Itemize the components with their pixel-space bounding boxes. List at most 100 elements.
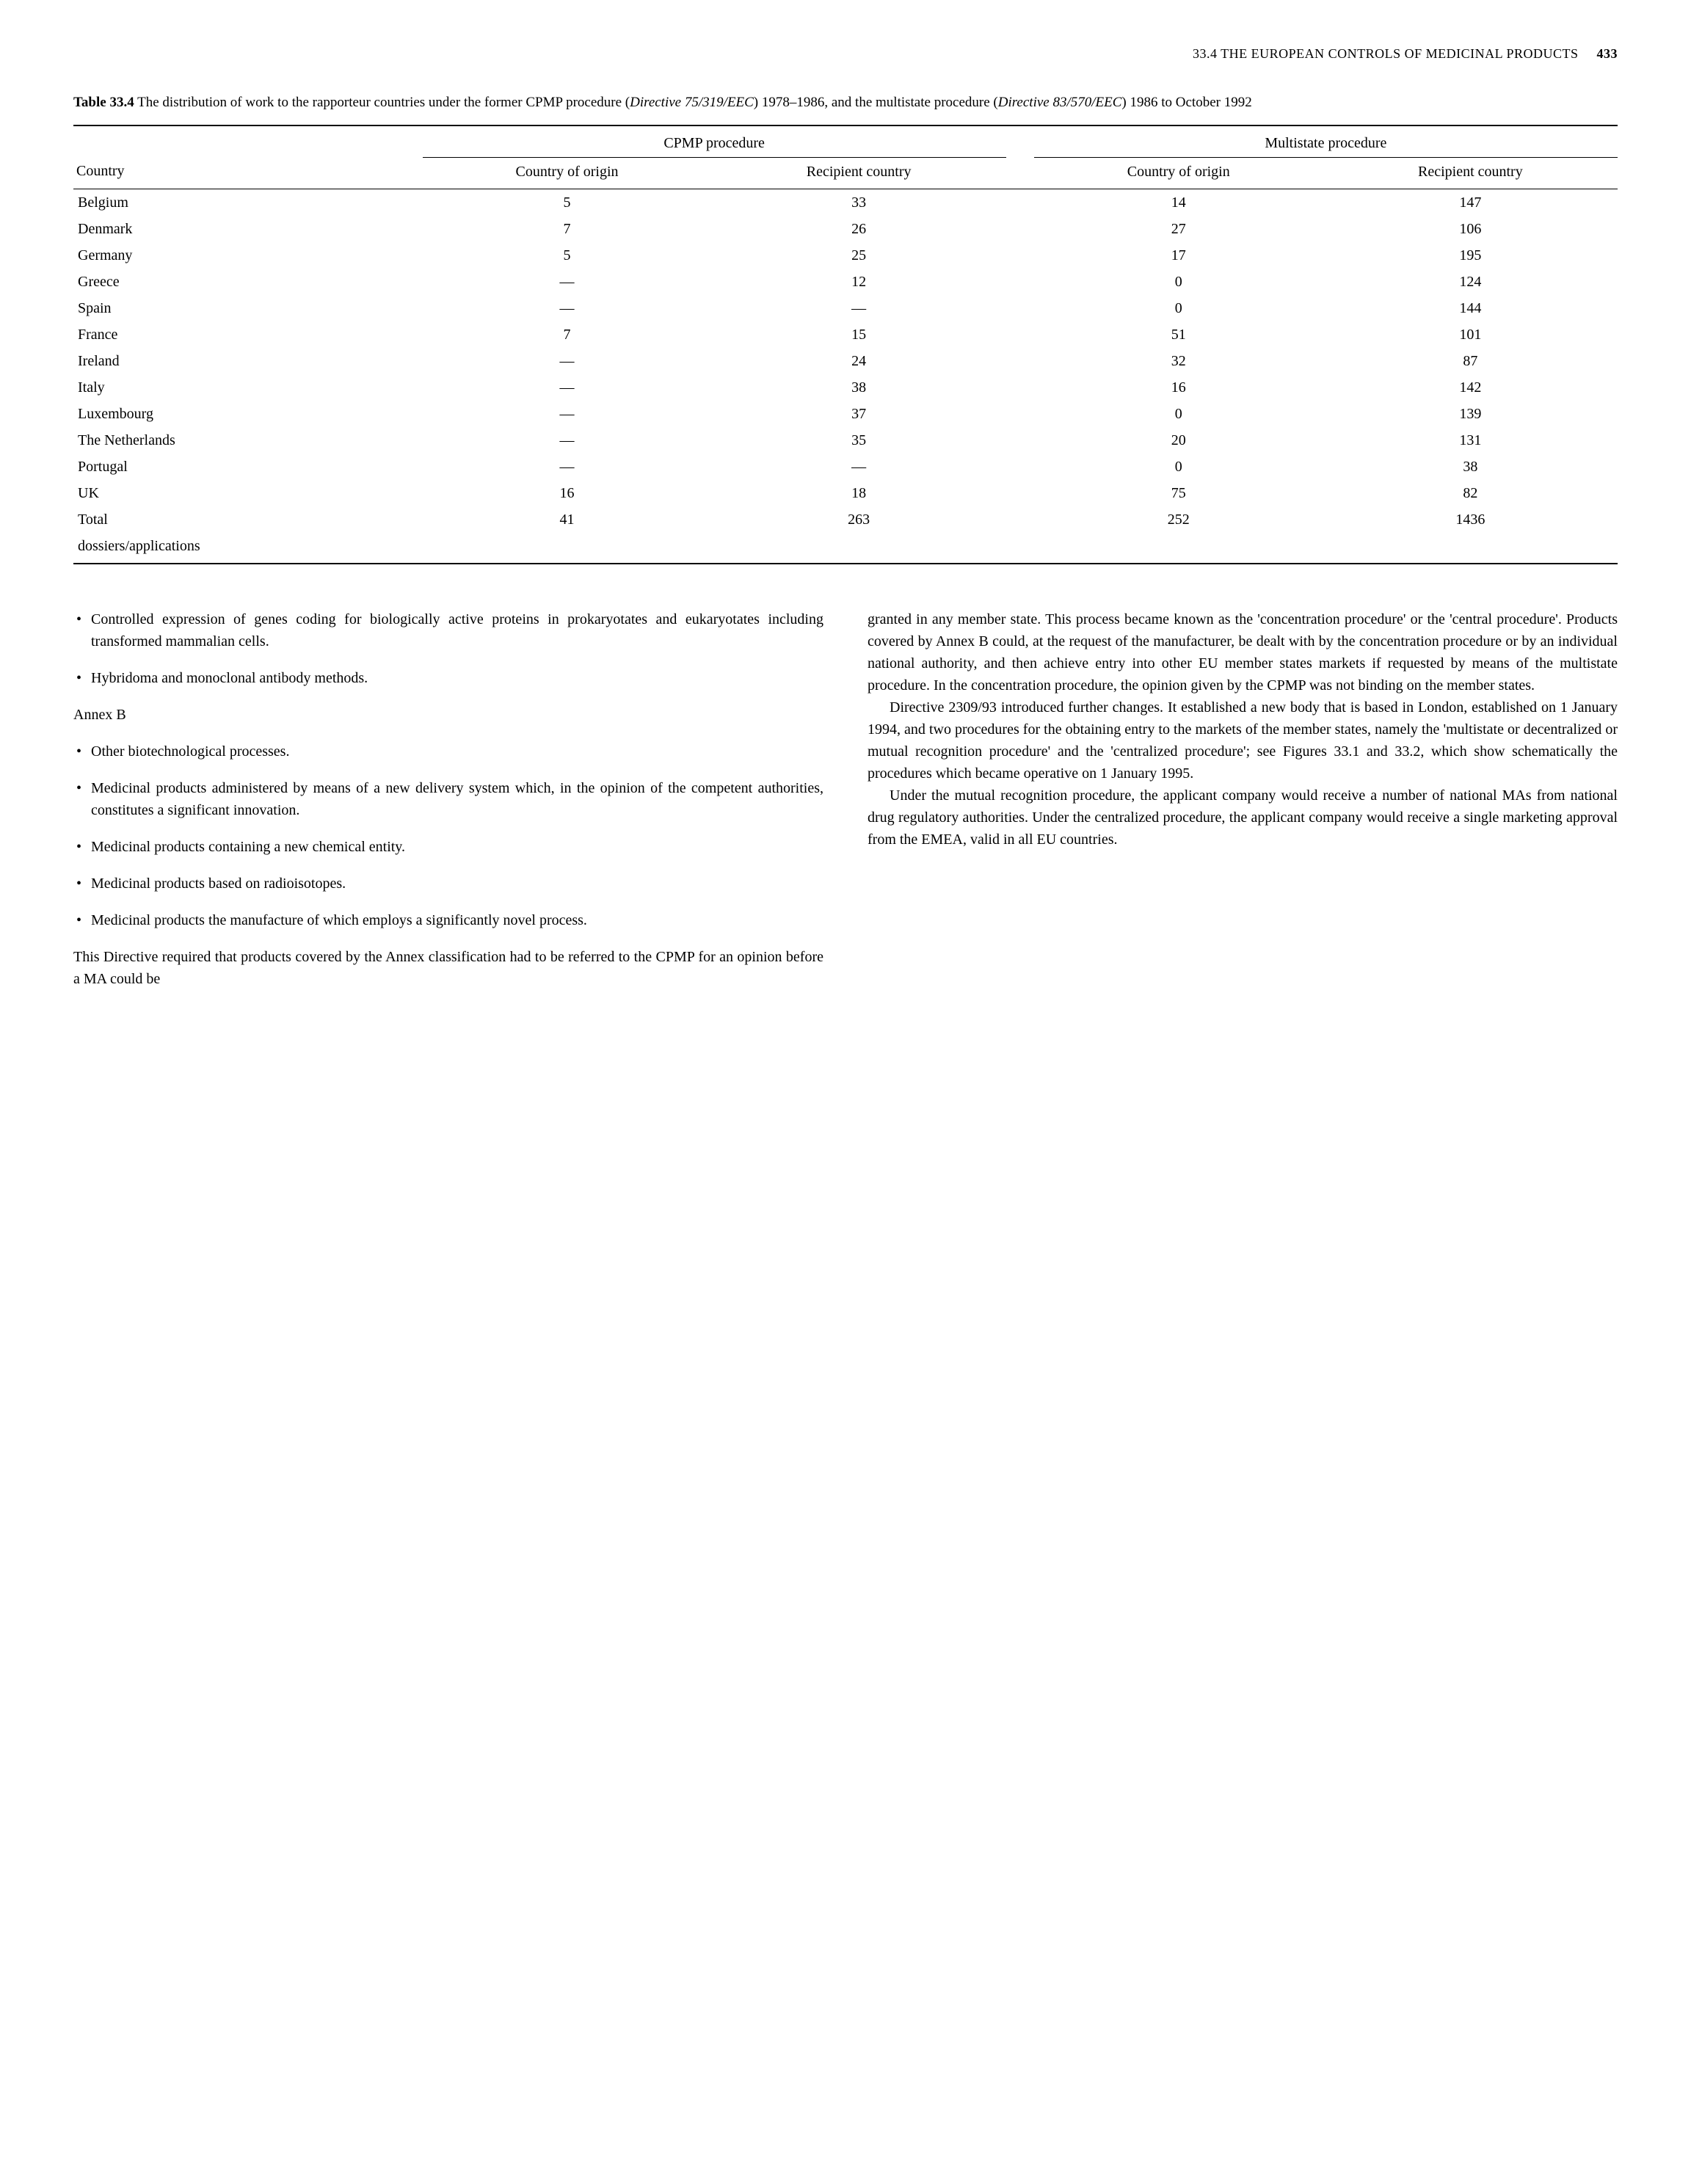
table-caption: Table 33.4 The distribution of work to t… <box>73 93 1618 113</box>
cell-spacer <box>1006 216 1034 242</box>
cell-multi-origin: 75 <box>1034 480 1323 506</box>
cell-country: France <box>73 321 423 348</box>
bullet-list-annex-b: Other biotechnological processes.Medicin… <box>73 740 823 931</box>
cell-cpmp-recipient: 24 <box>712 348 1006 374</box>
right-paragraph-1: granted in any member state. This proces… <box>868 608 1618 696</box>
cell-spacer <box>1006 506 1034 533</box>
col-multi-origin: Country of origin <box>1034 157 1323 189</box>
cell-country: Spain <box>73 295 423 321</box>
table-row: Italy—3816142 <box>73 374 1618 401</box>
list-item: Controlled expression of genes coding fo… <box>73 608 823 652</box>
col-cpmp-recipient: Recipient country <box>712 157 1006 189</box>
running-header: 33.4 THE EUROPEAN CONTROLS OF MEDICINAL … <box>73 44 1618 64</box>
cell-spacer <box>1006 454 1034 480</box>
cell-country: Ireland <box>73 348 423 374</box>
cell-spacer <box>1006 348 1034 374</box>
text-columns: Controlled expression of genes coding fo… <box>73 608 1618 990</box>
cell-multi-origin: 0 <box>1034 401 1323 427</box>
cell-spacer <box>1006 480 1034 506</box>
cell-multi-recipient: 142 <box>1323 374 1618 401</box>
table-total-row: Total412632521436 <box>73 506 1618 533</box>
cell-cpmp-recipient: 33 <box>712 189 1006 216</box>
table-row: Luxembourg—370139 <box>73 401 1618 427</box>
page-number: 433 <box>1597 46 1618 61</box>
cell-country: Italy <box>73 374 423 401</box>
cell-spacer <box>1006 242 1034 269</box>
cell-cpmp-origin: 5 <box>423 242 712 269</box>
cell-spacer <box>1006 295 1034 321</box>
table-row: UK1618 7582 <box>73 480 1618 506</box>
cell-spacer <box>1006 321 1034 348</box>
cell-total-co: 41 <box>423 506 712 533</box>
col-cpmp-origin: Country of origin <box>423 157 712 189</box>
cell-cpmp-origin: 7 <box>423 216 712 242</box>
cell-cpmp-recipient: 12 <box>712 269 1006 295</box>
left-column: Controlled expression of genes coding fo… <box>73 608 823 990</box>
list-item: Medicinal products the manufacture of wh… <box>73 909 823 931</box>
cell-country: The Netherlands <box>73 427 423 454</box>
col-multi-recipient: Recipient country <box>1323 157 1618 189</box>
table-row: France71551101 <box>73 321 1618 348</box>
cell-cpmp-origin: 16 <box>423 480 712 506</box>
caption-text-pre: The distribution of work to the rapporte… <box>137 95 630 110</box>
right-paragraph-2: Directive 2309/93 introduced further cha… <box>868 696 1618 785</box>
cell-multi-origin: 32 <box>1034 348 1323 374</box>
cell-multi-recipient: 144 <box>1323 295 1618 321</box>
table-group-multi: Multistate procedure <box>1034 125 1618 158</box>
cell-multi-origin: 17 <box>1034 242 1323 269</box>
cell-cpmp-recipient: 38 <box>712 374 1006 401</box>
table-row: Denmark72627106 <box>73 216 1618 242</box>
cell-multi-recipient: 82 <box>1323 480 1618 506</box>
right-paragraph-3: Under the mutual recognition procedure, … <box>868 785 1618 851</box>
list-item: Medicinal products based on radioisotope… <box>73 873 823 895</box>
col-country: Country <box>73 157 423 189</box>
cell-country: Greece <box>73 269 423 295</box>
caption-italic-2: Directive 83/570/EEC <box>998 95 1122 110</box>
cell-cpmp-recipient: 18 <box>712 480 1006 506</box>
cell-cpmp-recipient: 25 <box>712 242 1006 269</box>
table-group-cpmp: CPMP procedure <box>423 125 1006 158</box>
annex-b-heading: Annex B <box>73 704 823 726</box>
cell-multi-recipient: 106 <box>1323 216 1618 242</box>
cell-cpmp-origin: 5 <box>423 189 712 216</box>
table-header-blank <box>73 125 423 158</box>
cell-country: Luxembourg <box>73 401 423 427</box>
cell-cpmp-origin: — <box>423 454 712 480</box>
col-spacer <box>1006 157 1034 189</box>
table-label: Table 33.4 <box>73 95 134 110</box>
cell-cpmp-recipient: 15 <box>712 321 1006 348</box>
table-row: Belgium53314147 <box>73 189 1618 216</box>
cell-cpmp-origin: 7 <box>423 321 712 348</box>
cell-cpmp-origin: — <box>423 295 712 321</box>
cell-country: UK <box>73 480 423 506</box>
cell-spacer <box>1006 427 1034 454</box>
data-table: CPMP procedure Multistate procedure Coun… <box>73 125 1618 564</box>
right-column: granted in any member state. This proces… <box>868 608 1618 990</box>
cell-cpmp-recipient: — <box>712 295 1006 321</box>
cell-cpmp-origin: — <box>423 374 712 401</box>
cell-multi-origin: 0 <box>1034 295 1323 321</box>
cell-multi-recipient: 131 <box>1323 427 1618 454</box>
cell-cpmp-origin: — <box>423 348 712 374</box>
cell-cpmp-origin: — <box>423 401 712 427</box>
cell-total-mo: 252 <box>1034 506 1323 533</box>
cell-total-label: Total <box>73 506 423 533</box>
cell-country: Denmark <box>73 216 423 242</box>
cell-country: Belgium <box>73 189 423 216</box>
cell-total-sublabel: dossiers/applications <box>73 533 423 564</box>
cell-multi-origin: 27 <box>1034 216 1323 242</box>
table-row: Spain——0144 <box>73 295 1618 321</box>
cell-total-mr: 1436 <box>1323 506 1618 533</box>
caption-text-mid: ) 1978–1986, and the multistate procedur… <box>754 95 998 110</box>
caption-italic-1: Directive 75/319/EEC <box>630 95 754 110</box>
cell-multi-origin: 20 <box>1034 427 1323 454</box>
list-item: Medicinal products containing a new chem… <box>73 836 823 858</box>
left-paragraph: This Directive required that products co… <box>73 946 823 990</box>
cell-multi-recipient: 101 <box>1323 321 1618 348</box>
cell-multi-origin: 0 <box>1034 269 1323 295</box>
cell-multi-recipient: 147 <box>1323 189 1618 216</box>
cell-spacer <box>1006 189 1034 216</box>
bullet-list-top: Controlled expression of genes coding fo… <box>73 608 823 689</box>
cell-country: Germany <box>73 242 423 269</box>
cell-cpmp-origin: — <box>423 427 712 454</box>
